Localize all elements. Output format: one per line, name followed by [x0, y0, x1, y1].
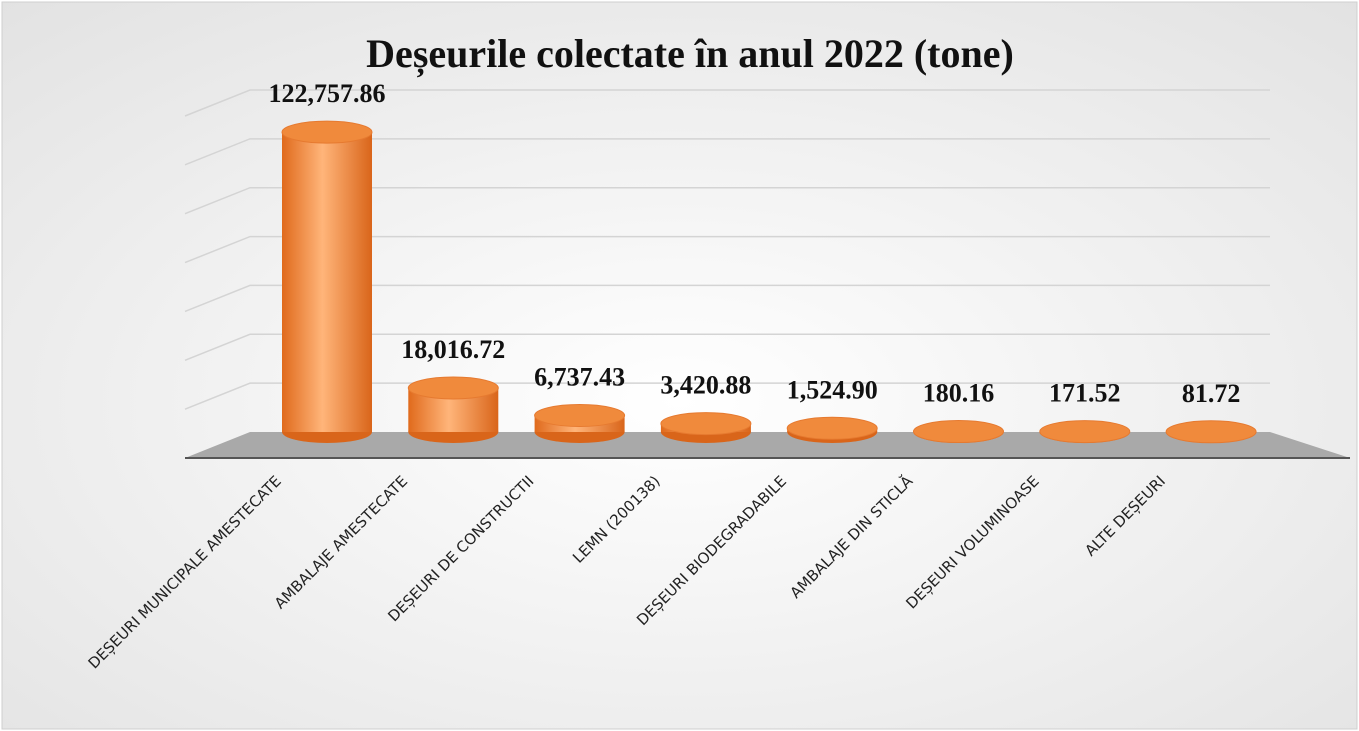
bar-top — [1039, 420, 1131, 444]
value-label: 3,420.88 — [660, 371, 751, 400]
bar-body — [282, 132, 372, 432]
bar — [913, 420, 1004, 444]
grid-line — [184, 138, 1270, 166]
value-label: 81.72 — [1182, 379, 1241, 408]
value-label: 180.16 — [923, 379, 995, 408]
bar-top — [1165, 420, 1257, 444]
value-label: 6,737.43 — [534, 363, 625, 392]
bar — [534, 404, 626, 443]
bar — [281, 120, 373, 443]
bar-top — [913, 420, 1004, 444]
grid-line — [184, 235, 1270, 264]
bar-top — [281, 120, 373, 144]
value-label: 18,016.72 — [401, 335, 505, 364]
value-label: 122,757.86 — [269, 79, 386, 108]
bar-top — [660, 412, 752, 436]
bar — [1165, 420, 1257, 444]
value-label: 1,524.90 — [787, 375, 878, 404]
bar-top — [534, 404, 626, 428]
grid-line — [184, 382, 1270, 410]
grid-line — [184, 333, 1270, 361]
bar-top — [786, 416, 878, 440]
bar-top — [407, 376, 499, 400]
grid-line — [184, 186, 1270, 215]
grid-line — [184, 89, 1270, 117]
grid-line — [184, 284, 1270, 313]
bar — [407, 376, 499, 443]
bar — [1039, 420, 1131, 444]
bar — [786, 416, 878, 443]
bar — [660, 412, 752, 443]
value-label: 171.52 — [1049, 379, 1121, 408]
chart-title: Deșeurile colectate în anul 2022 (tone) — [366, 31, 1014, 77]
